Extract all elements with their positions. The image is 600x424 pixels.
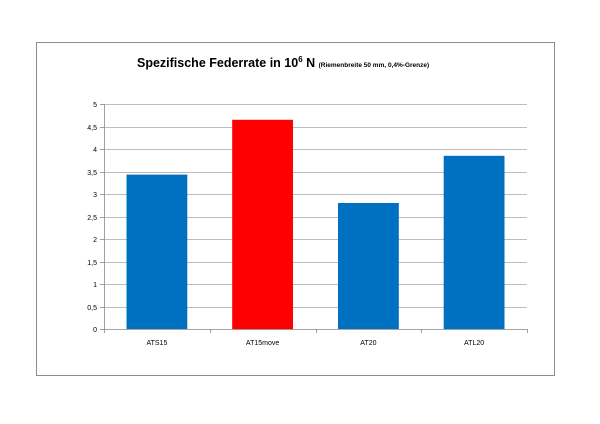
- chart-title-main: Spezifische Federrate in 10: [137, 56, 298, 70]
- axes: [100, 104, 528, 333]
- x-tick-label: ATS15: [146, 340, 167, 347]
- y-tick-label: 1,5: [87, 260, 97, 267]
- y-tick-label: 0,5: [87, 305, 97, 312]
- bar-at15move: [232, 119, 293, 330]
- y-tick-label: 4,5: [87, 125, 97, 132]
- chart-title: Spezifische Federrate in 106 N (Riemenbr…: [137, 55, 429, 70]
- chart-subtitle: (Riemenbreite 50 mm, 0,4%-Grenze): [319, 62, 430, 69]
- bar-chart: Spezifische Federrate in 106 N (Riemenbr…: [87, 55, 528, 347]
- y-tick-label: 3: [93, 192, 97, 199]
- y-tick-label: 2,5: [87, 215, 97, 222]
- y-tick-label: 1: [93, 282, 97, 289]
- x-tick-label: AT15move: [246, 340, 279, 347]
- y-tick-label: 4: [93, 147, 97, 154]
- chart-title-superscript: 6: [298, 55, 303, 64]
- tick-labels: 0 0,5 1 1,5 2 2,5 3 3,5 4 4,5 5 ATS15 AT15move AT20 AT…: [87, 102, 484, 347]
- bars: [126, 119, 505, 330]
- y-tick-label: 2: [93, 237, 97, 244]
- x-tick-label: AT20: [360, 340, 376, 347]
- y-tick-label: 0: [93, 327, 97, 334]
- y-tick-label: 3,5: [87, 170, 97, 177]
- bar-ats15: [126, 174, 188, 329]
- chart-title-unit: N: [303, 56, 319, 70]
- chart-frame: Spezifische Federrate in 106 N (Riemenbr…: [36, 42, 555, 376]
- bar-atl20: [443, 155, 505, 330]
- bar-at20: [338, 203, 399, 329]
- svg-text:Spezifische Federrate in 106 N: Spezifische Federrate in 106 N (Riemenbr…: [137, 55, 429, 70]
- x-tick-label: ATL20: [464, 340, 484, 347]
- y-tick-label: 5: [93, 102, 97, 109]
